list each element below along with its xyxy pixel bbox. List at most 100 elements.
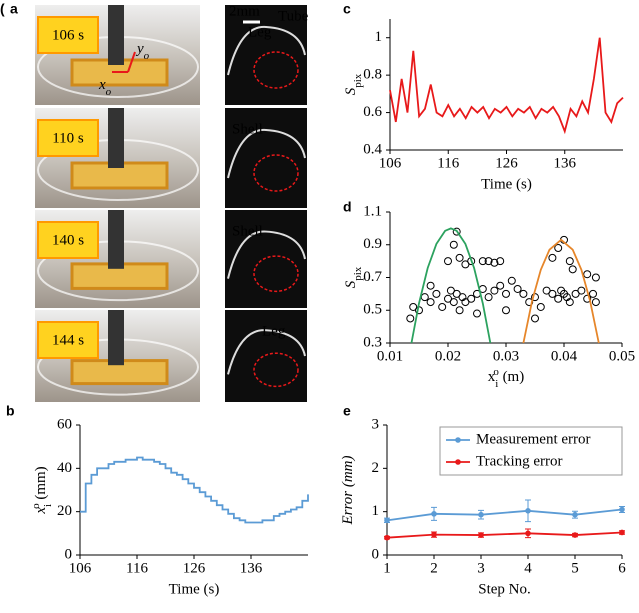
panel-label: c [343,1,351,17]
point [484,293,493,302]
point [490,286,499,295]
x-tick-label: 126 [183,560,206,576]
target-outline [253,255,299,293]
x-axis-label: xio (m) [488,366,524,390]
time-box [37,119,99,157]
axis-name: xo [98,77,112,97]
us-label: Tube [278,8,309,24]
y-tick-label: 20 [57,503,72,519]
legend-box [439,426,623,476]
probe [108,108,124,168]
point [461,298,470,307]
scale-bar-label: 2mm [229,3,260,19]
point [519,289,528,298]
point [513,284,522,293]
label-part: i [42,504,54,507]
axis-name: yo [135,41,150,61]
point [565,257,574,266]
y-tick-label: 0.6 [363,104,382,120]
us-label: Shell [232,223,263,239]
point [449,240,458,249]
x-tick-label: 116 [126,560,148,576]
point [444,294,452,303]
point [478,257,487,266]
axis-arrow [127,51,136,73]
probe [108,310,124,366]
label-part: Error (mm) [340,455,356,525]
x-axis-label: Step No. [478,581,531,597]
point [452,289,461,298]
point [473,309,481,318]
y-tick-label: 0.7 [363,269,382,285]
y-axis-label: Error (mm) [340,455,356,525]
ultrasound [225,5,307,105]
probe [108,5,124,65]
probe [108,210,124,269]
point [431,531,437,538]
point [490,258,499,267]
point [406,314,415,323]
x-tick-label: 4 [524,560,532,576]
point [478,532,484,538]
y-tick-label: 2 [372,460,380,476]
series-line [522,238,600,344]
ultrasound [225,108,307,208]
point [568,265,577,274]
tube-echo [227,25,306,76]
time-label: 110 s [52,130,84,146]
y-tick-label: 40 [57,460,72,476]
y-tick-label: 0 [372,546,380,562]
ultrasound [225,210,307,308]
legend-label: Tracking error [476,453,563,469]
series-line [80,456,309,524]
point [525,530,531,537]
y-tick-label: 0.9 [363,236,382,252]
x-axis-label: Time (s) [481,176,532,192]
point [426,298,435,307]
point [420,293,429,302]
y-tick-label: 0.5 [363,302,382,318]
point [548,289,557,298]
panel-label: ( [0,1,5,17]
point [431,511,437,517]
x-tick-label: 106 [379,155,402,171]
x-tick-label: 126 [495,155,518,171]
point [536,302,545,311]
label-part: (m) [499,369,524,385]
point [554,294,563,303]
label-part: pix [352,73,364,88]
panel-label: a [10,1,18,17]
point [619,529,625,536]
y-tick-label: 1 [372,503,380,519]
label-part: o [30,503,42,509]
panel-label: e [343,403,351,419]
x-tick-label: 3 [477,560,485,576]
point [502,306,510,315]
x-tick-label: 2 [430,560,438,576]
point [525,508,531,514]
point [452,227,461,236]
point [583,270,592,279]
label-part: x [33,507,49,515]
y-tick-label: 0.8 [363,67,382,83]
panel-label: b [6,403,15,419]
label-part: S [343,87,359,95]
point [548,253,557,262]
x-tick-label: 0.05 [609,348,635,364]
tube-echo [227,128,306,179]
y-tick-label: 0.4 [363,141,382,157]
point [589,289,597,298]
point [619,506,625,513]
point [554,244,563,253]
point [591,298,600,307]
legend-label: Measurement error [476,431,591,447]
point [565,298,574,307]
target-outline [253,154,299,192]
point [426,281,435,290]
x-tick-label: 6 [618,560,626,576]
x-axis-label: Time (s) [169,581,220,597]
label-part: y [135,41,144,57]
label-part: i [495,378,498,390]
x-tick-label: 0.01 [377,348,403,364]
point [467,294,476,303]
